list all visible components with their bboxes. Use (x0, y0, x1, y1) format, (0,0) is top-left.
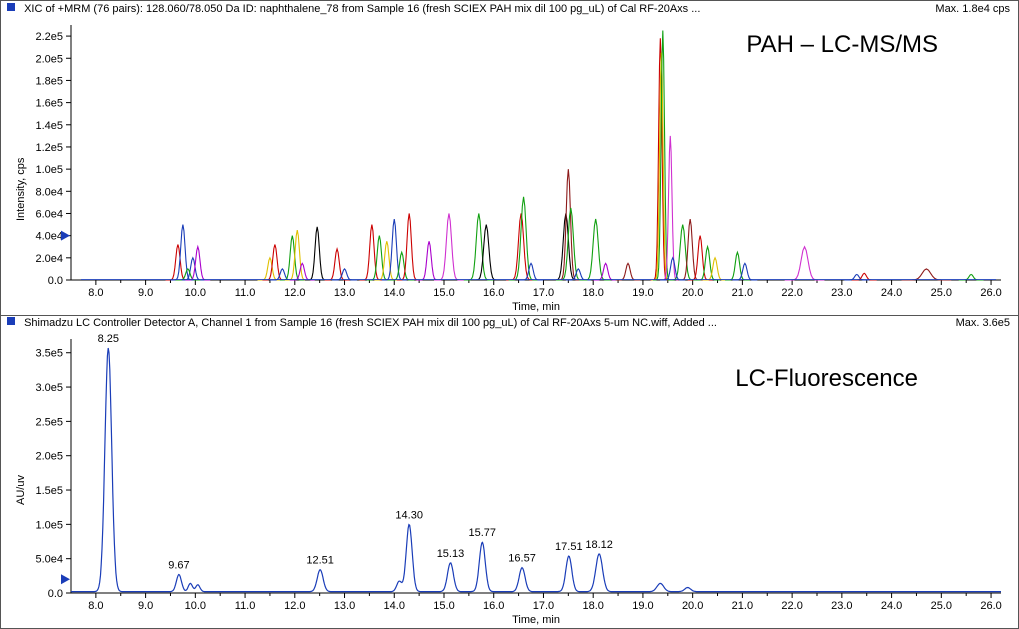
svg-text:2.2e5: 2.2e5 (35, 31, 63, 43)
svg-text:8.0: 8.0 (88, 600, 103, 612)
svg-text:20.0: 20.0 (682, 600, 703, 612)
svg-text:12.0: 12.0 (284, 287, 305, 299)
svg-text:6.0e4: 6.0e4 (35, 208, 63, 220)
svg-text:1.2e5: 1.2e5 (35, 142, 63, 154)
svg-text:15.13: 15.13 (437, 548, 465, 560)
svg-text:0.0: 0.0 (48, 275, 63, 287)
svg-text:16.0: 16.0 (483, 600, 504, 612)
svg-text:2.0e5: 2.0e5 (35, 53, 63, 65)
svg-text:11.0: 11.0 (235, 600, 256, 612)
svg-text:22.0: 22.0 (781, 287, 802, 299)
svg-text:4.0e4: 4.0e4 (35, 231, 63, 243)
svg-text:2.5e5: 2.5e5 (35, 416, 63, 428)
svg-text:18.0: 18.0 (582, 600, 603, 612)
svg-text:19.0: 19.0 (632, 600, 653, 612)
svg-text:12.51: 12.51 (306, 555, 334, 567)
svg-text:21.0: 21.0 (732, 287, 753, 299)
svg-text:8.25: 8.25 (98, 333, 119, 345)
svg-text:18.12: 18.12 (585, 539, 613, 551)
svg-text:1.4e5: 1.4e5 (35, 120, 63, 132)
svg-text:2.0e4: 2.0e4 (35, 253, 63, 265)
svg-text:16.57: 16.57 (508, 553, 536, 565)
svg-text:9.67: 9.67 (168, 559, 189, 571)
svg-text:14.0: 14.0 (384, 287, 405, 299)
svg-text:Time, min: Time, min (512, 614, 560, 626)
svg-text:17.51: 17.51 (555, 541, 583, 553)
svg-text:26.0: 26.0 (980, 600, 1001, 612)
bottom-panel: Shimadzu LC Controller Detector A, Chann… (1, 315, 1018, 628)
svg-text:24.0: 24.0 (881, 287, 902, 299)
svg-text:10.0: 10.0 (185, 287, 206, 299)
svg-text:8.0e4: 8.0e4 (35, 186, 63, 198)
svg-text:22.0: 22.0 (781, 600, 802, 612)
svg-text:25.0: 25.0 (931, 600, 952, 612)
svg-text:1.0e5: 1.0e5 (35, 519, 63, 531)
svg-text:13.0: 13.0 (334, 287, 355, 299)
svg-text:21.0: 21.0 (732, 600, 753, 612)
svg-text:14.0: 14.0 (384, 600, 405, 612)
svg-text:11.0: 11.0 (235, 287, 256, 299)
bottom-chart-svg: 8.0 9.0 10.0 11.0 12.0 13.0 14.0 15.0 16.0 17.0 18… (1, 315, 1019, 628)
svg-text:10.0: 10.0 (185, 600, 206, 612)
svg-text:17.0: 17.0 (533, 600, 554, 612)
svg-text:0.0: 0.0 (48, 588, 63, 600)
svg-text:Time, min: Time, min (512, 301, 560, 313)
svg-text:14.30: 14.30 (395, 509, 423, 521)
svg-text:1.5e5: 1.5e5 (35, 485, 63, 497)
svg-text:25.0: 25.0 (931, 287, 952, 299)
svg-text:5.0e4: 5.0e4 (35, 554, 63, 566)
svg-text:3.0e5: 3.0e5 (35, 382, 63, 394)
svg-text:18.0: 18.0 (582, 287, 603, 299)
svg-text:19.0: 19.0 (632, 287, 653, 299)
svg-text:26.0: 26.0 (980, 287, 1001, 299)
figure-root: XIC of +MRM (76 pairs): 128.060/78.050 D… (0, 0, 1019, 629)
svg-text:12.0: 12.0 (284, 600, 305, 612)
svg-text:15.0: 15.0 (433, 287, 454, 299)
svg-text:1.6e5: 1.6e5 (35, 98, 63, 110)
svg-text:9.0: 9.0 (138, 600, 153, 612)
svg-text:1.8e5: 1.8e5 (35, 75, 63, 87)
top-panel: XIC of +MRM (76 pairs): 128.060/78.050 D… (1, 1, 1018, 316)
svg-text:15.0: 15.0 (433, 600, 454, 612)
svg-text:20.0: 20.0 (682, 287, 703, 299)
bottom-overlay-title: LC-Fluorescence (735, 365, 918, 393)
svg-text:1.0e5: 1.0e5 (35, 164, 63, 176)
svg-text:9.0: 9.0 (138, 287, 153, 299)
svg-text:23.0: 23.0 (831, 600, 852, 612)
svg-text:8.0: 8.0 (88, 287, 103, 299)
svg-text:17.0: 17.0 (533, 287, 554, 299)
svg-text:23.0: 23.0 (831, 287, 852, 299)
svg-text:24.0: 24.0 (881, 600, 902, 612)
svg-text:2.0e5: 2.0e5 (35, 451, 63, 463)
svg-text:3.5e5: 3.5e5 (35, 348, 63, 360)
top-overlay-title: PAH – LC-MS/MS (746, 31, 938, 59)
svg-text:13.0: 13.0 (334, 600, 355, 612)
svg-text:15.77: 15.77 (469, 527, 497, 539)
svg-text:16.0: 16.0 (483, 287, 504, 299)
